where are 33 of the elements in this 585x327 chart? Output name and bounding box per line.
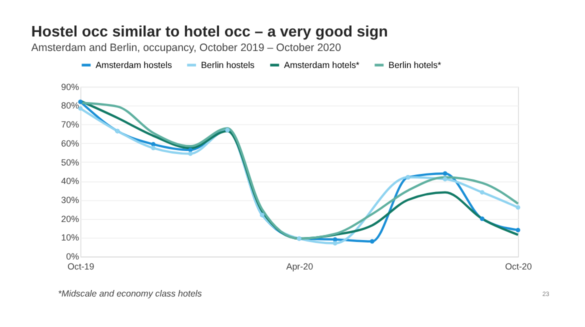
y-tick-label: 0% bbox=[66, 252, 80, 262]
point bbox=[442, 171, 448, 176]
legend-label: Amsterdam hotels* bbox=[284, 60, 360, 70]
y-tick-label: 50% bbox=[61, 157, 80, 168]
point bbox=[516, 228, 520, 232]
y-tick-label: 90% bbox=[61, 82, 80, 92]
y-tick-label: 20% bbox=[61, 214, 80, 224]
point bbox=[480, 216, 484, 221]
point bbox=[151, 142, 156, 146]
point bbox=[78, 100, 83, 104]
point bbox=[442, 176, 448, 182]
y-tick-label: 10% bbox=[61, 232, 80, 243]
legend-label: Berlin hostels bbox=[200, 60, 256, 70]
y-tick-label: 30% bbox=[61, 195, 80, 206]
text: *Midscale and economy class hotels bbox=[58, 288, 202, 299]
legend-label: Amsterdam hostels bbox=[96, 60, 172, 70]
point bbox=[151, 146, 156, 150]
point bbox=[516, 205, 520, 210]
x-tick-label: Oct-19 bbox=[67, 261, 94, 272]
point bbox=[188, 148, 193, 152]
chart-subtitle: Amsterdam and Berlin, occupancy, October 2019 – October 2020 bbox=[31, 42, 342, 54]
point bbox=[370, 239, 374, 244]
x-tick-label: Apr-20 bbox=[286, 261, 314, 272]
x-tick-label: Oct-20 bbox=[505, 261, 532, 272]
point bbox=[480, 190, 484, 195]
point bbox=[332, 241, 338, 246]
y-tick-label: 70% bbox=[61, 120, 80, 130]
y-tick-label: 60% bbox=[61, 138, 80, 148]
chart-title: Hostel occ similar to hotel occ – a very good sign bbox=[31, 24, 388, 41]
legend-label: Berlin hotels* bbox=[388, 60, 442, 70]
y-tick-label: 80% bbox=[61, 100, 80, 111]
y-tick-label: 40% bbox=[61, 176, 80, 186]
point bbox=[188, 151, 193, 156]
